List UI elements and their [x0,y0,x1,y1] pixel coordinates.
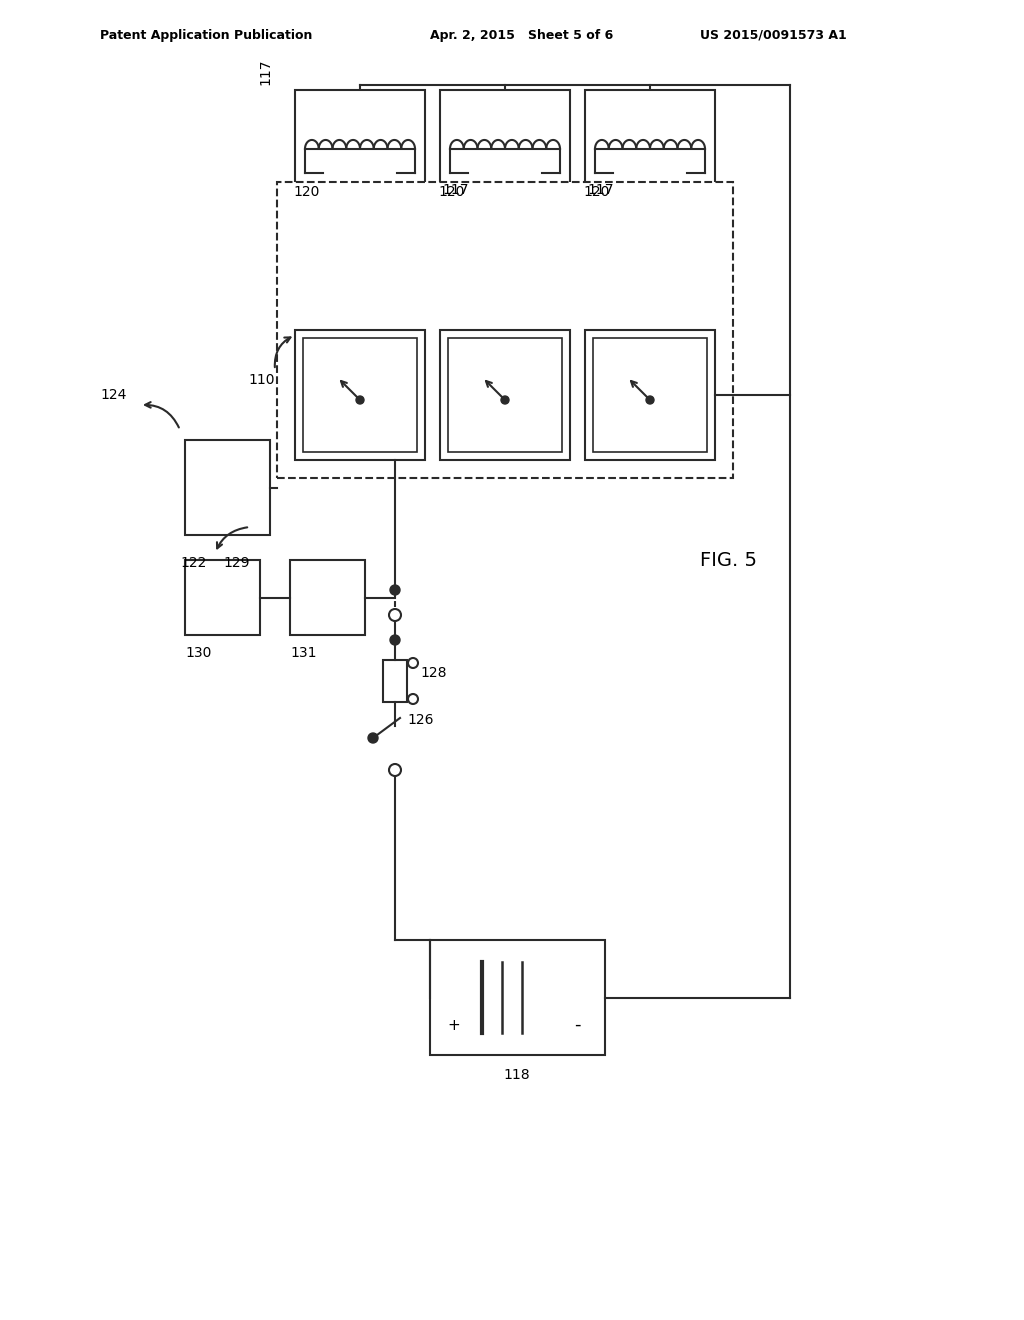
Circle shape [390,585,400,595]
FancyBboxPatch shape [185,560,260,635]
Text: 120: 120 [293,185,319,199]
Text: 117: 117 [258,59,272,86]
FancyBboxPatch shape [185,440,270,535]
FancyBboxPatch shape [295,90,425,185]
FancyBboxPatch shape [383,660,407,702]
Circle shape [389,764,401,776]
Circle shape [389,609,401,620]
FancyBboxPatch shape [440,90,570,185]
Text: 118: 118 [504,1068,530,1082]
Text: 124: 124 [100,388,126,403]
Text: FIG. 5: FIG. 5 [700,550,757,569]
Text: Patent Application Publication: Patent Application Publication [100,29,312,41]
Text: 128: 128 [420,667,446,680]
Circle shape [368,733,378,743]
Text: 129: 129 [223,556,250,570]
Text: 130: 130 [185,645,211,660]
FancyBboxPatch shape [290,560,365,635]
FancyBboxPatch shape [593,338,707,451]
Text: 110: 110 [248,374,274,387]
FancyBboxPatch shape [440,330,570,459]
FancyBboxPatch shape [295,330,425,459]
Circle shape [646,396,654,404]
Text: -: - [573,1016,581,1034]
Text: Apr. 2, 2015   Sheet 5 of 6: Apr. 2, 2015 Sheet 5 of 6 [430,29,613,41]
Text: +: + [447,1018,461,1032]
FancyBboxPatch shape [278,182,733,478]
FancyBboxPatch shape [449,338,562,451]
Text: 120: 120 [583,185,609,199]
Text: 117: 117 [442,183,469,197]
Circle shape [408,657,418,668]
FancyBboxPatch shape [430,940,605,1055]
Text: 126: 126 [407,713,433,727]
Text: US 2015/0091573 A1: US 2015/0091573 A1 [700,29,847,41]
Circle shape [390,635,400,645]
Text: 122: 122 [180,556,207,570]
FancyBboxPatch shape [585,330,715,459]
FancyBboxPatch shape [585,90,715,185]
Text: 120: 120 [438,185,464,199]
FancyBboxPatch shape [303,338,417,451]
Circle shape [408,694,418,704]
Text: 131: 131 [290,645,316,660]
Circle shape [501,396,509,404]
Circle shape [356,396,364,404]
Text: 117: 117 [587,183,613,197]
